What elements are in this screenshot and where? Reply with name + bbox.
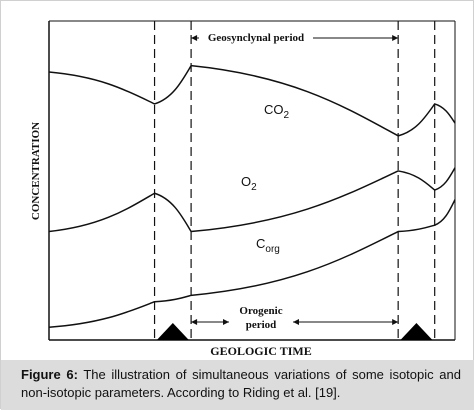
concentration-time-chart: CONCENTRATION GEOLOGIC TIME Geosynclynal… <box>30 20 456 358</box>
orogenic-period-label-line2: period <box>246 319 277 331</box>
orogenic-event-markers <box>156 323 433 340</box>
geosynclynal-period-label: Geosynclynal period <box>208 32 304 44</box>
series-label-corg: Corg <box>256 236 280 255</box>
orogenic-event-triangle-2 <box>400 323 433 340</box>
series-line-1 <box>48 64 456 137</box>
orogenic-arrow-left-head-right <box>223 319 229 325</box>
series-label-co2: CO2 <box>264 102 290 121</box>
series-lines <box>48 64 456 328</box>
caption-text: The illustration of simultaneous variati… <box>21 367 461 400</box>
series-label-o2: O2 <box>241 174 257 193</box>
period-boundaries <box>153 21 436 340</box>
geosynclynal-arrowhead-left <box>191 35 198 41</box>
orogenic-event-triangle-1 <box>156 323 189 340</box>
y-axis-label: CONCENTRATION <box>30 122 42 220</box>
orogenic-period-label-line1: Orogenic <box>239 305 282 317</box>
series-line-2 <box>48 167 456 233</box>
caption-label: Figure 6: <box>21 367 78 382</box>
period-arrows <box>191 35 399 325</box>
series-line-3 <box>48 199 456 328</box>
orogenic-arrow-left-head-left <box>191 319 198 325</box>
orogenic-arrow-right-head-right <box>392 319 399 325</box>
caption-area: Figure 6: The illustration of simultaneo… <box>1 360 474 410</box>
figure-caption: Figure 6: The illustration of simultaneo… <box>21 366 461 402</box>
geosynclynal-arrowhead-right <box>392 35 399 41</box>
orogenic-arrow-right-head-left <box>293 319 299 325</box>
x-axis-label: GEOLOGIC TIME <box>210 344 311 358</box>
